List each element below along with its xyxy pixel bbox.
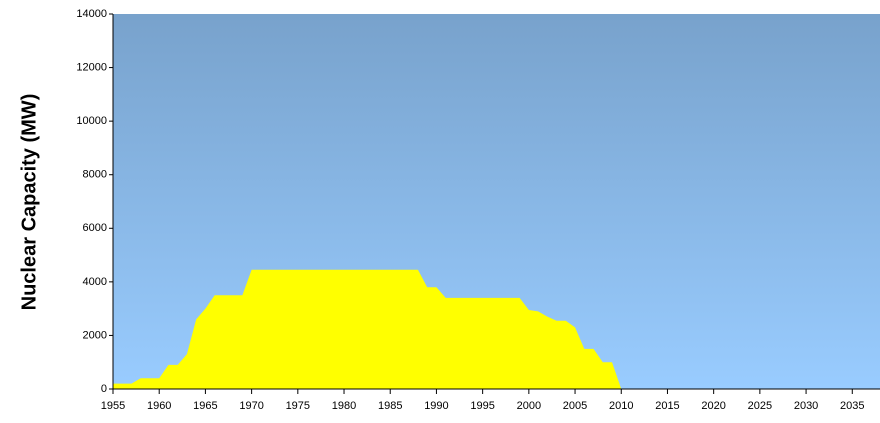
y-axis-label: Nuclear Capacity (MW) (18, 94, 40, 311)
y-tick-label: 8000 (83, 169, 107, 181)
x-tick-label: 2000 (517, 400, 541, 412)
x-tick-label: 1955 (101, 400, 125, 412)
x-tick-label: 1995 (470, 400, 494, 412)
y-tick-label: 2000 (83, 329, 107, 341)
y-tick-label: 0 (101, 383, 107, 395)
y-tick-label: 4000 (83, 276, 107, 288)
x-tick-label: 1990 (424, 400, 448, 412)
x-tick-label: 1970 (239, 400, 263, 412)
area (113, 269, 622, 389)
x-tick-label: 1980 (332, 400, 356, 412)
x-tick-label: 2020 (701, 400, 725, 412)
y-tick-label: 12000 (76, 61, 107, 73)
x-tick-label: 1985 (378, 400, 402, 412)
x-tick-label: 1965 (193, 400, 217, 412)
x-tick-label: 1975 (286, 400, 310, 412)
y-tick-label: 6000 (83, 222, 107, 234)
x-tick-label: 1960 (147, 400, 171, 412)
x-tick-label: 2005 (563, 400, 587, 412)
x-tick-label: 2030 (794, 400, 818, 412)
y-tick-label: 14000 (76, 8, 107, 20)
y-tick-label: 10000 (76, 115, 107, 127)
x-tick-label: 2025 (748, 400, 772, 412)
x-tick-label: 2015 (655, 400, 679, 412)
x-tick-label: 2010 (609, 400, 633, 412)
x-tick-label: 2035 (840, 400, 864, 412)
